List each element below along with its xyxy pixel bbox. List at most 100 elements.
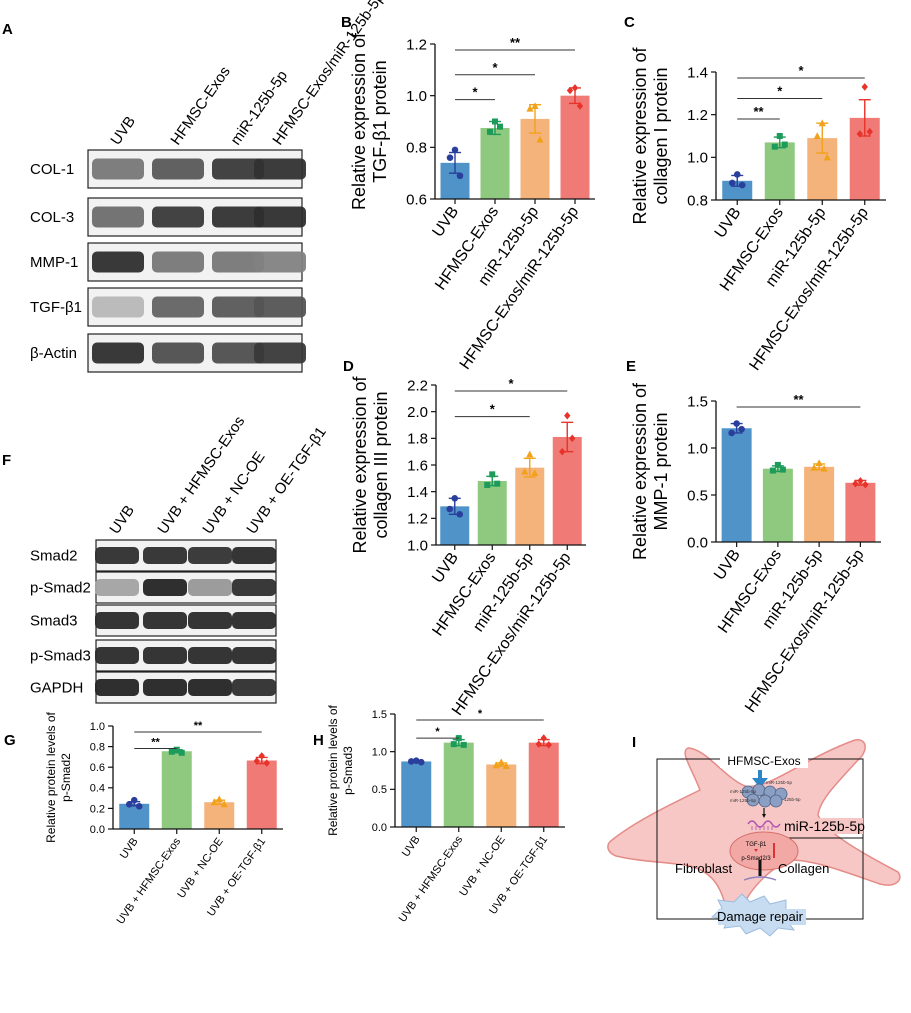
x-category-label: UVB [400,834,423,859]
data-point [460,741,467,748]
significance-marker: * [777,83,783,98]
blot-band [212,342,264,364]
bar [845,482,876,542]
blot-row-label: TGF-β1 [30,299,82,316]
blot-band [254,158,306,180]
x-category-label: UVB [429,204,462,241]
panel-letter-f: F [2,452,11,469]
y-axis-label: Relative protein levels of [44,711,58,842]
y-tick-label: 1.0 [687,150,708,167]
blot-row-label: COL-1 [30,161,74,178]
y-axis-label: TGF-β1 protein [370,60,390,182]
data-point [484,482,491,488]
blot-band [152,342,204,364]
blot-band [143,578,187,597]
panel-letter: H [313,732,324,749]
significance-marker: ** [793,392,804,407]
data-point [856,130,863,138]
lane-label: UVB + HFMSC-Exos [154,413,248,537]
y-tick-label: 1.2 [406,36,427,53]
blot-band [212,296,264,318]
significance-marker: ** [194,720,203,732]
panel-letter-i: I [632,734,636,751]
data-point [535,740,542,748]
blot-row-label: COL-3 [30,209,74,226]
lane-label: HFMSC-Exos [167,63,234,148]
blot-row-label: Smad3 [30,613,78,630]
repair-label: Damage repair [717,909,804,924]
data-point [497,123,503,130]
smad-label: p-Smad2/3 [741,856,771,862]
blot-band [152,206,204,228]
significance-marker: * [798,63,804,78]
blot-rows-a: COL-1 COL-3 MMP-1 TGF-β1 β-Actin [30,149,306,373]
y-tick-label: 2.2 [407,377,428,394]
data-point [456,511,464,518]
significance-marker: * [508,376,514,391]
bar [119,803,150,829]
bar [443,742,474,827]
blot-row-label: MMP-1 [30,254,78,271]
y-tick-label: 0.8 [687,192,708,209]
exos-label: HFMSC-Exos [727,754,800,768]
data-point [451,495,459,502]
y-tick-label: 1.2 [687,107,708,124]
blot-band [92,206,144,228]
data-point [540,734,547,742]
y-tick-label: 1.4 [407,484,428,501]
blot-band [152,296,204,318]
panel-letter: B [341,14,352,31]
data-point [263,759,270,767]
bar-chart-d: D1.01.21.41.61.82.02.2UVBHFMSC-ExosmiR-1… [343,358,586,719]
data-point [531,102,539,109]
data-point [852,479,859,488]
x-category-label: UVB [429,550,462,587]
y-tick-label: 2.0 [407,404,428,421]
blot-band [188,611,232,630]
bar [762,468,793,542]
data-point [576,102,584,110]
bar [804,466,835,542]
panel-letter: C [624,14,635,31]
x-category-label: UVB [712,205,745,242]
y-tick-label: 0.5 [687,487,708,504]
blot-band [143,646,187,665]
blot-band [254,251,306,273]
bar [477,481,507,545]
y-axis-label: MMP-1 protein [651,412,671,530]
blot-band [95,678,139,697]
bar-chart-b: B0.60.81.01.2UVBHFMSC-ExosmiR-125b-5pHFM… [341,14,595,373]
blot-band [232,646,276,665]
data-point [559,447,566,456]
blot-band [232,678,276,697]
y-tick-label: 1.6 [407,457,428,474]
blot-band [152,158,204,180]
data-point [487,128,493,135]
fibroblast-label: Fibroblast [675,861,732,876]
bar [721,428,752,542]
data-point [820,464,828,472]
bar [486,764,517,827]
blot-band [152,251,204,273]
panel-letter: D [343,358,354,375]
y-tick-label: 1.0 [687,440,708,457]
data-point [494,480,501,487]
collagen-strand-icon [743,876,777,881]
blot-band [212,251,264,273]
bar [552,437,582,545]
label-backdrop [783,818,863,834]
bar [515,467,545,545]
data-point [823,153,831,161]
blot-band [92,158,144,180]
mirna-small-label: miR-125b-5p [766,780,793,785]
fibroblast-cell-shape [607,739,901,911]
bar [161,751,192,829]
y-tick-label: 0.0 [687,534,708,551]
data-point [168,748,175,755]
blot-band [143,678,187,697]
y-tick-label: 1.5 [687,393,708,410]
significance-marker: ** [753,104,764,119]
